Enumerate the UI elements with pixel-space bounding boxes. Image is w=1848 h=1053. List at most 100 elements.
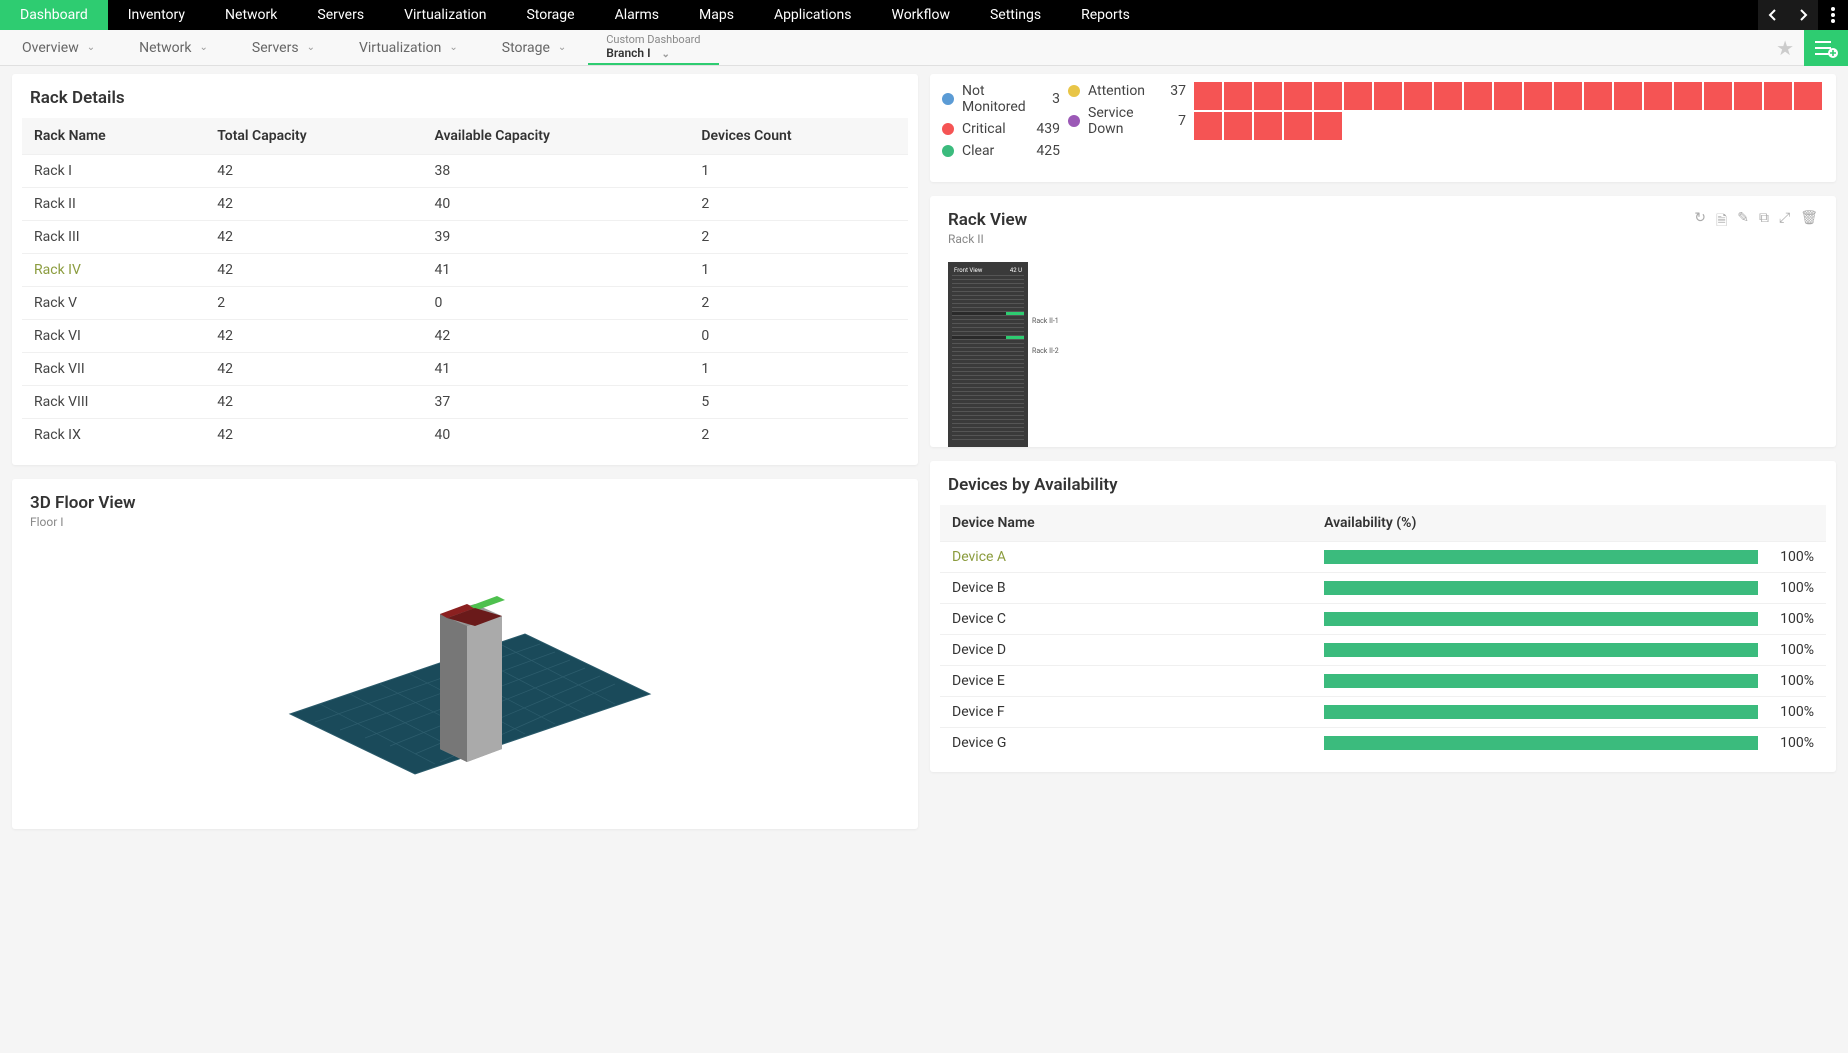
favorite-icon[interactable]: ★ [1766, 36, 1804, 60]
table-cell: 39 [422, 221, 689, 254]
table-row[interactable]: Rack VI42420 [22, 320, 908, 353]
subnav-item-virtualization[interactable]: Virtualization⌄ [337, 30, 480, 65]
subnav-item-storage[interactable]: Storage⌄ [480, 30, 589, 65]
heatmap-cell[interactable] [1524, 82, 1552, 110]
table-cell: 42 [205, 419, 422, 452]
topnav-item-dashboard[interactable]: Dashboard [0, 0, 108, 30]
heatmap-cell[interactable] [1344, 82, 1372, 110]
topnav-item-settings[interactable]: Settings [970, 0, 1061, 30]
table-row[interactable]: Device F100% [940, 697, 1826, 728]
rack-view-panel: Rack View Rack II ↻ 🗎 ✎ ⧉ ⤢ 🗑 Front View… [930, 196, 1836, 447]
table-cell: 2 [689, 188, 908, 221]
delete-icon[interactable]: 🗑 [1800, 210, 1818, 234]
heatmap-cell[interactable] [1464, 82, 1492, 110]
table-row[interactable]: Device A100% [940, 542, 1826, 573]
availability-cell: 100% [1312, 573, 1826, 604]
topnav-item-inventory[interactable]: Inventory [108, 0, 205, 30]
heatmap-cell[interactable] [1794, 82, 1822, 110]
subnav-custom-dashboard[interactable]: Custom Dashboard Branch I ⌄ [588, 30, 718, 65]
heatmap-cell[interactable] [1224, 82, 1252, 110]
nav-next-button[interactable] [1788, 0, 1818, 30]
export-icon[interactable]: 🗎 [1716, 210, 1727, 234]
rack-view-title: Rack View [948, 210, 1694, 230]
heatmap-cell[interactable] [1194, 82, 1222, 110]
heatmap-cell[interactable] [1194, 112, 1222, 140]
topnav-item-maps[interactable]: Maps [679, 0, 754, 30]
topnav-item-virtualization[interactable]: Virtualization [384, 0, 506, 30]
topnav-item-workflow[interactable]: Workflow [871, 0, 970, 30]
table-cell: 1 [689, 155, 908, 188]
table-row[interactable]: Rack VII42411 [22, 353, 908, 386]
more-menu-icon[interactable] [1818, 0, 1848, 30]
subnav-item-overview[interactable]: Overview⌄ [0, 30, 117, 65]
heatmap-cell[interactable] [1734, 82, 1762, 110]
heatmap-cell[interactable] [1494, 82, 1522, 110]
table-cell: 5 [689, 386, 908, 419]
table-row[interactable]: Device B100% [940, 573, 1826, 604]
nav-prev-button[interactable] [1758, 0, 1788, 30]
heatmap-cell[interactable] [1284, 82, 1312, 110]
table-row[interactable]: Device E100% [940, 666, 1826, 697]
heatmap-cell[interactable] [1314, 112, 1342, 140]
table-row[interactable]: Rack VIII42375 [22, 386, 908, 419]
chevron-down-icon: ⌄ [449, 42, 457, 53]
heatmap-cell[interactable] [1644, 82, 1672, 110]
legend-item[interactable]: Clear425 [942, 140, 1060, 162]
topnav-item-network[interactable]: Network [205, 0, 297, 30]
table-row[interactable]: Device C100% [940, 604, 1826, 635]
legend-item[interactable]: Critical439 [942, 118, 1060, 140]
table-row[interactable]: Device G100% [940, 728, 1826, 759]
device-name-cell: Device C [940, 604, 1312, 635]
edit-icon[interactable]: ✎ [1737, 210, 1749, 234]
table-cell: 2 [689, 221, 908, 254]
heatmap-cell[interactable] [1764, 82, 1792, 110]
heatmap-cell[interactable] [1314, 82, 1342, 110]
heatmap-cell[interactable] [1554, 82, 1582, 110]
floor-3d-canvas[interactable] [12, 539, 918, 829]
heatmap-cell[interactable] [1674, 82, 1702, 110]
table-row[interactable]: Rack V202 [22, 287, 908, 320]
table-cell: 42 [205, 386, 422, 419]
device-name-cell: Device G [940, 728, 1312, 759]
copy-icon[interactable]: ⧉ [1759, 210, 1769, 234]
heatmap-cell[interactable] [1434, 82, 1462, 110]
topnav-item-storage[interactable]: Storage [506, 0, 594, 30]
topnav-item-alarms[interactable]: Alarms [595, 0, 679, 30]
table-cell: Rack IV [22, 254, 205, 287]
table-row[interactable]: Rack II42402 [22, 188, 908, 221]
heatmap-cell[interactable] [1374, 82, 1402, 110]
heatmap-cell[interactable] [1224, 112, 1252, 140]
heatmap-cell[interactable] [1584, 82, 1612, 110]
add-widget-button[interactable] [1804, 30, 1848, 66]
table-row[interactable]: Rack IX42402 [22, 419, 908, 452]
heatmap-cell[interactable] [1704, 82, 1732, 110]
legend-item[interactable]: Attention37 [1068, 80, 1186, 102]
table-row[interactable]: Device D100% [940, 635, 1826, 666]
refresh-icon[interactable]: ↻ [1694, 210, 1706, 234]
table-row[interactable]: Rack IV42411 [22, 254, 908, 287]
table-row[interactable]: Rack III42392 [22, 221, 908, 254]
heatmap-cell[interactable] [1254, 112, 1282, 140]
topnav-item-applications[interactable]: Applications [754, 0, 872, 30]
status-heatmap[interactable] [1194, 80, 1824, 140]
table-header: Available Capacity [422, 118, 689, 155]
status-dot-icon [942, 93, 954, 105]
heatmap-cell[interactable] [1614, 82, 1642, 110]
table-row[interactable]: Rack I42381 [22, 155, 908, 188]
topnav-item-servers[interactable]: Servers [297, 0, 384, 30]
subnav-item-network[interactable]: Network⌄ [117, 30, 230, 65]
availability-bar [1324, 674, 1758, 688]
expand-icon[interactable]: ⤢ [1779, 210, 1790, 234]
heatmap-cell[interactable] [1284, 112, 1312, 140]
table-cell: 42 [205, 155, 422, 188]
legend-item[interactable]: Not Monitored3 [942, 80, 1060, 118]
subnav-item-servers[interactable]: Servers⌄ [230, 30, 337, 65]
status-dot-icon [942, 123, 954, 135]
rack-diagram[interactable]: Front View 42 U Rack II-1Rack II-2 [948, 262, 1028, 447]
legend-item[interactable]: Service Down7 [1068, 102, 1186, 140]
table-cell: 42 [205, 221, 422, 254]
heatmap-cell[interactable] [1404, 82, 1432, 110]
legend-label: Attention [1088, 83, 1156, 99]
topnav-item-reports[interactable]: Reports [1061, 0, 1150, 30]
heatmap-cell[interactable] [1254, 82, 1282, 110]
